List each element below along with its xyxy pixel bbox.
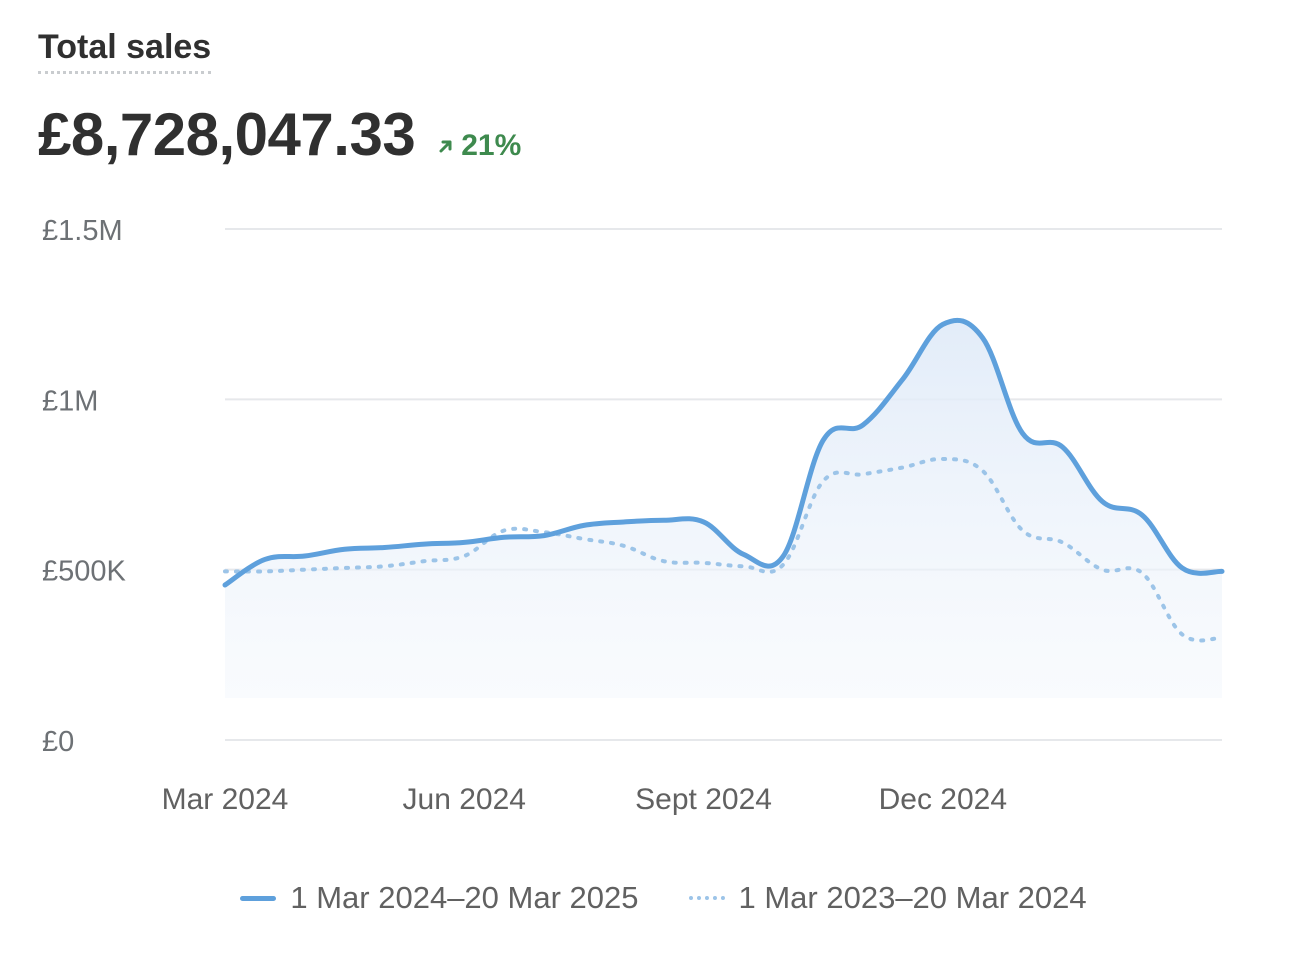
legend-item-current[interactable]: 1 Mar 2024–20 Mar 2025 (240, 880, 639, 916)
change-percent: 21% (461, 129, 522, 162)
card-title[interactable]: Total sales (38, 28, 212, 74)
legend-item-previous[interactable]: 1 Mar 2023–20 Mar 2024 (688, 880, 1087, 916)
change-badge: 21% (437, 129, 521, 163)
series-line-current[interactable] (222, 317, 1225, 588)
x-axis: Mar 2024 Jun 2024 Sept 2024 Dec 2024 (162, 783, 1007, 816)
x-tick-label: Sept 2024 (635, 783, 772, 816)
legend-swatch-solid (240, 895, 277, 901)
current-area (225, 320, 1222, 698)
series-lines (222, 317, 1225, 643)
total-sales-value: £8,728,047.33 (38, 101, 416, 168)
chart-legend: 1 Mar 2024–20 Mar 2025 1 Mar 2023–20 Mar… (0, 880, 1307, 916)
y-axis: £0 £500K £1M £1.5M (42, 215, 127, 758)
y-tick-label: £1M (42, 385, 98, 417)
metric-row: £8,728,047.33 21% (38, 100, 521, 169)
x-tick-label: Jun 2024 (403, 783, 526, 816)
legend-label-current: 1 Mar 2024–20 Mar 2025 (290, 880, 639, 915)
x-tick-label: Dec 2024 (879, 783, 1007, 816)
arrow-up-right-icon (437, 137, 455, 155)
legend-swatch-dotted (688, 896, 725, 900)
y-tick-label: £0 (42, 726, 74, 758)
series-line-previous[interactable] (223, 456, 1224, 643)
y-tick-label: £500K (42, 556, 127, 588)
area-fill (225, 320, 1222, 698)
legend-label-previous: 1 Mar 2023–20 Mar 2024 (738, 880, 1087, 915)
x-tick-label: Mar 2024 (162, 783, 289, 816)
y-tick-label: £1.5M (42, 215, 123, 247)
